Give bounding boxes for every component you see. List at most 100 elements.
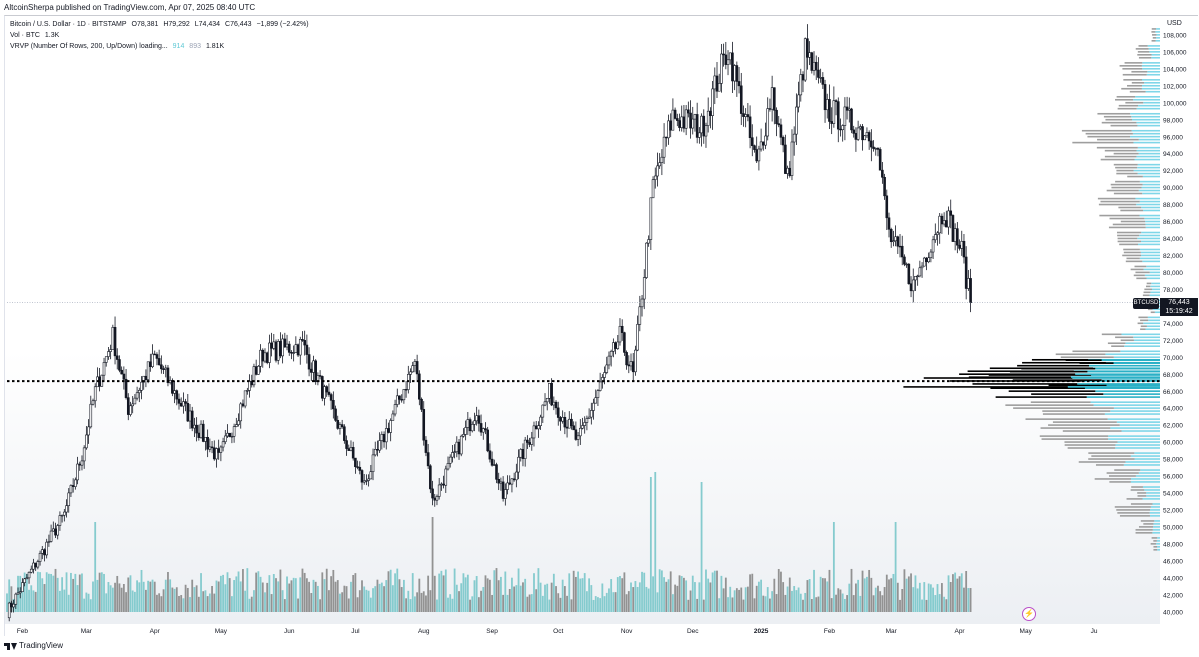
volume-profile-down-bar: [1099, 214, 1140, 217]
volume-bar: [956, 578, 959, 612]
volume-bar: [528, 594, 531, 612]
volume-profile-down-bar: [1107, 342, 1126, 345]
volume-bar: [797, 587, 800, 612]
candle-up: [744, 114, 747, 117]
volume-bar: [634, 581, 637, 612]
volume-bar: [116, 575, 119, 612]
candle-up: [808, 52, 811, 58]
volume-profile-down-bar: [1055, 353, 1106, 356]
volume-profile-down-bar: [1064, 444, 1116, 446]
candle-up: [446, 463, 450, 470]
volume-bar: [559, 597, 562, 612]
volume-profile-up-bar: [1142, 183, 1160, 186]
volume-profile-down-bar: [1137, 322, 1144, 325]
footer-brand[interactable]: TradingView: [4, 641, 63, 650]
y-tick-label: 88,000: [1163, 202, 1183, 209]
candle-up: [541, 404, 545, 418]
volume-bar: [689, 590, 692, 612]
volume-bar: [601, 583, 604, 612]
candle-up: [720, 53, 723, 84]
volume-bar: [50, 573, 52, 612]
x-tick-label: Mar: [81, 628, 93, 635]
volume-bar: [709, 582, 712, 612]
volume-bar: [222, 574, 224, 612]
candle-up: [594, 397, 598, 404]
volume-bar: [178, 595, 180, 612]
volume-profile-down-bar: [1104, 149, 1137, 152]
volume-profile-up-bar: [1145, 220, 1160, 223]
candle-up: [173, 390, 176, 394]
volume-bar: [411, 573, 414, 612]
volume-bar: [482, 587, 485, 612]
volume-profile-down-bar: [1115, 180, 1140, 183]
candle-down: [958, 244, 961, 249]
volume-bar: [266, 582, 269, 612]
y-tick-label: 44,000: [1163, 575, 1183, 582]
volume-bar: [378, 583, 381, 612]
candle-down: [559, 417, 562, 422]
candle-down: [153, 353, 157, 356]
volume-bar: [131, 590, 134, 612]
volume-profile-up-bar: [1072, 377, 1160, 379]
volume-bar: [8, 579, 11, 612]
legend-volume-row[interactable]: Vol · BTC 1.3K: [10, 30, 312, 41]
volume-bar: [449, 594, 452, 612]
candle-down: [115, 355, 119, 360]
volume-bar: [286, 576, 288, 612]
candle-down: [307, 354, 311, 370]
volume-profile-down-bar: [1005, 404, 1094, 406]
candle-up: [21, 582, 24, 593]
volume-bar: [279, 569, 282, 612]
lightning-icon[interactable]: ⚡: [1022, 607, 1036, 621]
y-tick-label: 60,000: [1163, 440, 1183, 447]
volume-profile-up-bar: [1141, 240, 1160, 243]
candle-up: [825, 99, 829, 111]
volume-bar: [967, 588, 970, 612]
volume-bar: [903, 569, 906, 612]
candle-down: [354, 457, 357, 468]
volume-profile-down-bar: [1115, 98, 1134, 101]
candle-down: [340, 424, 344, 428]
volume-bar: [813, 569, 815, 612]
volume-bar: [495, 568, 498, 612]
volume-bar: [182, 598, 185, 612]
volume-profile-down-bar: [1009, 370, 1088, 373]
y-tick-label: 54,000: [1163, 491, 1183, 498]
volume-bar: [261, 582, 264, 612]
legend-close: C76,443: [225, 21, 252, 28]
volume-profile-up-bar: [1157, 537, 1160, 539]
volume-profile-down-bar: [1153, 540, 1157, 542]
plot-area[interactable]: [5, 16, 1160, 624]
candle-down: [376, 449, 379, 451]
candle-up: [371, 454, 375, 473]
volume-bar: [625, 594, 628, 612]
volume-bar: [491, 594, 493, 612]
legend-ohlc-row[interactable]: Bitcoin / U.S. Dollar · 1D · BITSTAMP O7…: [10, 19, 312, 30]
candle-up: [931, 239, 935, 253]
legend-vrvp-row[interactable]: VRVP (Number Of Rows, 200, Up/Down) load…: [10, 41, 312, 52]
y-tick-label: 42,000: [1163, 592, 1183, 599]
candle-up: [435, 496, 439, 501]
volume-profile-down-bar: [1042, 413, 1105, 415]
candle-up: [603, 372, 606, 378]
volume-profile-up-bar: [1110, 410, 1160, 412]
candle-up: [226, 432, 229, 437]
volume-bar: [945, 599, 948, 612]
y-tick-label: 66,000: [1163, 389, 1183, 396]
candle-up: [369, 471, 373, 480]
candle-up: [129, 405, 132, 415]
y-tick-label: 58,000: [1163, 457, 1183, 464]
volume-bar: [211, 586, 213, 612]
candle-up: [393, 404, 397, 415]
volume-profile-up-bar: [1152, 503, 1160, 505]
candle-down: [627, 364, 631, 367]
candle-down: [34, 562, 37, 568]
candle-up: [894, 236, 897, 242]
currency-label[interactable]: USD: [1167, 20, 1182, 27]
volume-bar: [94, 522, 97, 612]
volume-bar: [380, 582, 383, 612]
x-tick-label: Feb: [17, 628, 29, 635]
volume-bar: [619, 575, 621, 612]
candle-up: [87, 426, 90, 436]
